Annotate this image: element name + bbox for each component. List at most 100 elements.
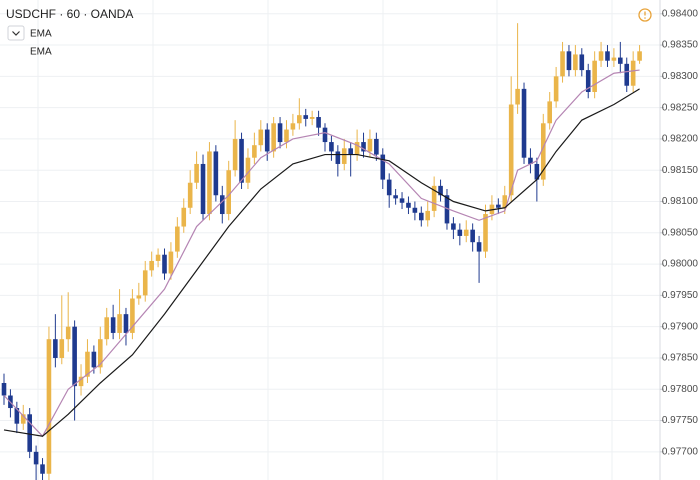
y-tick-label: 0.97700 [662,446,699,457]
grid [0,13,660,453]
candle-body [534,163,540,180]
candle-body [65,326,71,340]
candle-body [341,148,347,164]
candle-body [40,464,45,474]
candle-body [553,76,559,102]
candle-body [213,151,219,196]
candle-body [419,212,424,221]
candle-body [515,88,520,105]
candle-body [316,117,321,128]
candle-body [104,317,110,340]
candle-body [187,182,193,208]
candle-body [592,60,597,92]
candle-body [175,226,180,252]
candle-body [1,382,7,396]
candle-body [393,195,398,199]
y-tick-label: 0.98300 [662,71,699,82]
candle-body [258,129,264,146]
ema-line [3,69,640,438]
candle-body [72,326,77,387]
y-tick-label: 0.98350 [662,40,699,51]
candle-body [560,51,565,77]
candle-body [374,138,379,155]
candle-body [200,163,206,215]
candle-body [431,185,437,211]
y-tick-label: 0.98150 [662,165,699,176]
candle-body [46,339,52,474]
time-grid [37,0,613,480]
candle-body [59,339,65,358]
candle-body [130,298,135,333]
y-tick-label: 0.98250 [662,102,699,113]
candle-body [252,145,257,158]
candle-body [271,123,276,152]
y-tick-label: 0.98200 [662,134,699,145]
candle-body [547,101,552,124]
candle-body [168,251,174,274]
candle-body [239,138,244,183]
candle-body [438,185,443,196]
y-tick-label: 0.98400 [662,8,699,19]
candle-body [528,157,533,164]
candle-body [399,198,405,203]
candle-body [78,376,84,387]
candle-body [232,138,238,171]
candle-body [521,88,527,158]
y-tick-label: 0.97800 [662,384,699,395]
candle-body [181,207,187,227]
candle-body [277,123,283,143]
candle-body [386,179,392,196]
candle-body [98,339,103,368]
candle-body [20,414,26,424]
indicator-label: EMA [30,29,52,40]
candle-body [207,151,212,215]
indicator-label: EMA [30,47,52,58]
candle-body [624,63,630,86]
candle-body [290,123,296,130]
candle-body [540,123,546,180]
candle-body [110,317,116,333]
candle-body [380,154,386,180]
candle-body [149,260,154,271]
y-tick-label: 0.98100 [662,196,699,207]
y-tick-label: 0.97950 [662,290,699,301]
candle-body [457,229,463,236]
y-tick-label: 0.98000 [662,259,699,270]
candle-body [245,157,251,183]
candle-body [566,51,572,71]
price-axis: 0.97700 0.97750 0.97800 0.97850 0.97900 0.979… [660,8,698,457]
candle-body [226,170,231,215]
candle-body [335,151,341,164]
candle-body [444,195,450,224]
candle-body [264,129,270,152]
candle-body [361,142,366,152]
alert-icon[interactable] [638,8,652,22]
candle-body [573,54,578,71]
candle-body [53,339,58,358]
candle-body [142,270,148,296]
candle-body [91,351,97,368]
alert-icon-dot [644,17,646,19]
candle-body [618,57,623,64]
candle-body [348,148,353,155]
candle-body [155,254,161,261]
candle-body [637,51,642,61]
candle-body [463,229,469,236]
plot [1,23,642,480]
candle-body [598,51,604,61]
collapse-button[interactable] [7,25,25,41]
candle-body [425,210,431,221]
candle-body [476,242,482,252]
candle-body [354,142,360,155]
candle-body [303,115,309,119]
candle-body [329,142,334,152]
candle-body [508,104,514,196]
candle-body [162,254,167,274]
price-axis-bg [660,0,700,480]
candle-body [585,70,591,92]
candle-body [309,117,315,119]
y-tick-label: 0.97850 [662,353,699,364]
candle-body [194,163,199,183]
